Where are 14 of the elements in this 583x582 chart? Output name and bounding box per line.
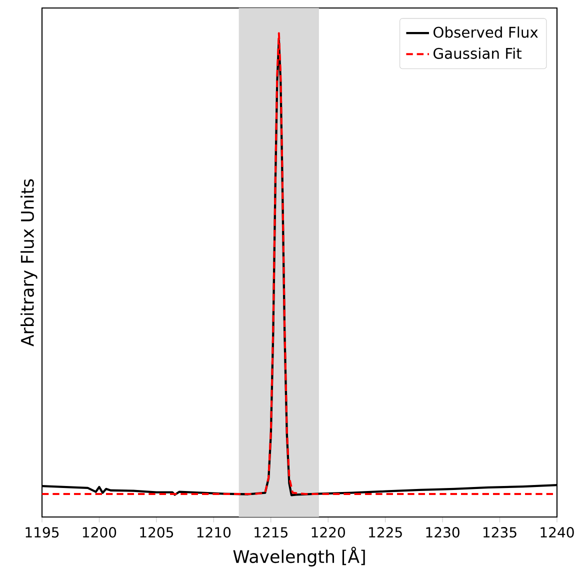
x-tick-label: 1210 [197, 527, 231, 538]
x-tick-label: 1235 [483, 527, 516, 538]
x-tick-label: 1195 [26, 527, 59, 538]
x-tick-label: 1225 [369, 527, 402, 538]
x-tick-label: 1205 [140, 527, 174, 538]
x-tick-label: 1200 [82, 527, 116, 538]
legend-label: Observed Flux [434, 26, 538, 38]
x-tick-label: 1230 [426, 527, 460, 538]
x-tick-label: 1215 [254, 527, 288, 538]
x-tick-label: 1240 [540, 527, 574, 538]
legend-label: Gaussian Fit [434, 48, 522, 59]
x-axis-title: Wavelength [Å] [233, 546, 365, 566]
y-axis-title: Arbitrary Flux Units [20, 179, 38, 346]
x-tick-label: 1220 [312, 527, 345, 538]
